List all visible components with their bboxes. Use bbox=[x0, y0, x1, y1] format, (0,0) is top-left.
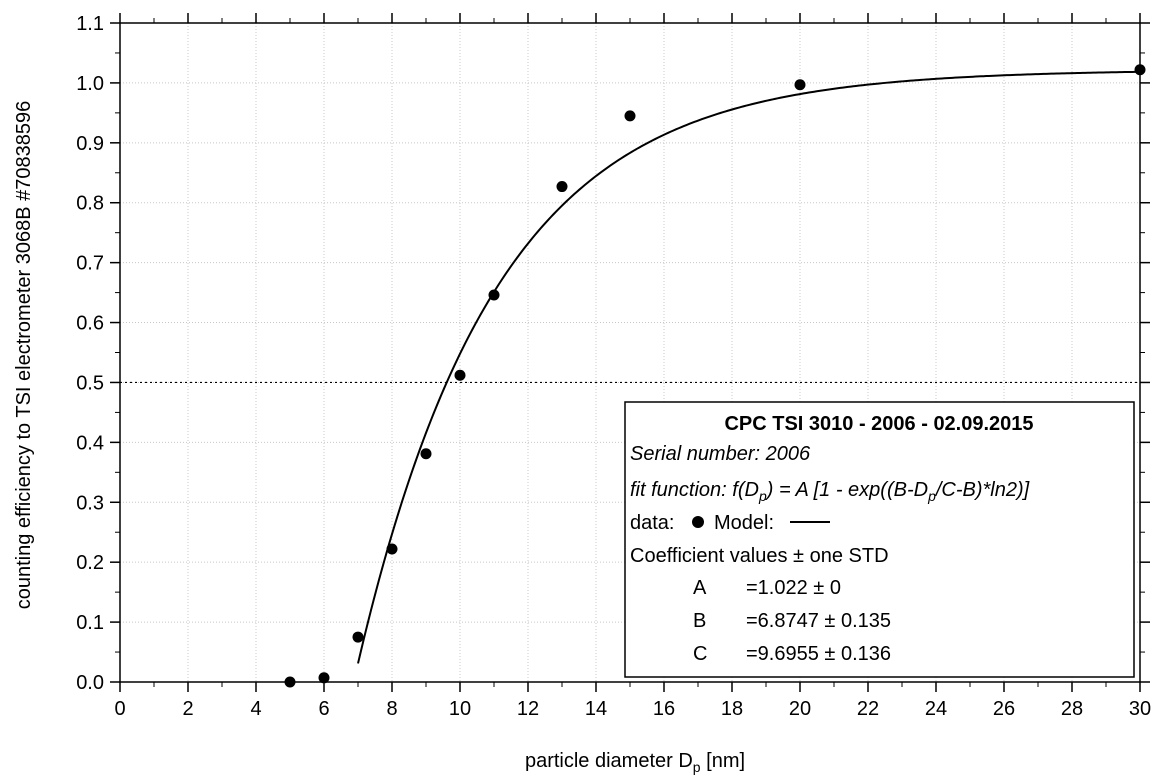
legend-data-marker bbox=[692, 516, 704, 528]
tick-layer bbox=[110, 13, 1150, 692]
legend-fit-function: fit function: f(Dp) = A [1 - exp((B-Dp/C… bbox=[630, 479, 1030, 504]
coef-a-value: =1.022 ± 0 bbox=[746, 577, 841, 599]
x-axis-title-main: particle diameter D bbox=[525, 750, 693, 772]
x-tick-label: 6 bbox=[318, 698, 329, 720]
y-tick-labels: 0.0 0.1 0.2 0.3 0.4 0.5 0.6 0.7 0.8 0.9 1.0 1.1 bbox=[76, 13, 104, 694]
y-tick-label: 0.4 bbox=[76, 432, 104, 454]
y-axis-title: counting efficiency to TSI electrometer … bbox=[13, 101, 35, 610]
x-tick-label: 24 bbox=[925, 698, 947, 720]
legend-frame bbox=[624, 401, 1135, 678]
coef-b-value: =6.8747 ± 0.135 bbox=[746, 610, 891, 632]
data-point bbox=[284, 676, 296, 688]
data-point bbox=[352, 631, 364, 643]
coef-c-value: =9.6955 ± 0.136 bbox=[746, 643, 891, 665]
legend-coef-header: Coefficient values ± one STD bbox=[630, 545, 889, 567]
data-point bbox=[488, 289, 500, 301]
y-tick-label: 1.1 bbox=[76, 13, 104, 35]
legend-data-label: data: bbox=[630, 512, 674, 534]
data-point bbox=[454, 369, 466, 381]
y-tick-label: 1.0 bbox=[76, 73, 104, 95]
y-tick-label: 0.5 bbox=[76, 372, 104, 394]
legend-model-label: Model: bbox=[714, 512, 774, 534]
y-tick-label: 0.7 bbox=[76, 253, 104, 275]
x-tick-label: 16 bbox=[653, 698, 675, 720]
fit-part-b: ) = A [1 - exp((B-D bbox=[765, 479, 928, 501]
data-point bbox=[556, 181, 568, 193]
legend-title: CPC TSI 3010 - 2006 - 02.09.2015 bbox=[724, 413, 1033, 435]
x-tick-label: 10 bbox=[449, 698, 471, 720]
x-tick-label: 26 bbox=[993, 698, 1015, 720]
x-tick-label: 28 bbox=[1061, 698, 1083, 720]
x-tick-label: 30 bbox=[1129, 698, 1151, 720]
y-tick-label: 0.6 bbox=[76, 313, 104, 335]
fit-part-c: /C-B)*ln2)] bbox=[934, 479, 1030, 501]
data-point bbox=[386, 543, 398, 555]
x-tick-label: 0 bbox=[114, 698, 125, 720]
legend-box: CPC TSI 3010 - 2006 - 02.09.2015 Serial … bbox=[624, 401, 1135, 678]
x-axis-title-sub: p bbox=[693, 759, 701, 775]
data-point bbox=[1134, 64, 1146, 76]
coef-c-name: C bbox=[693, 643, 707, 665]
y-tick-label: 0.0 bbox=[76, 672, 104, 694]
legend-serial: Serial number: 2006 bbox=[630, 443, 811, 465]
x-tick-label: 4 bbox=[250, 698, 261, 720]
y-tick-label: 0.9 bbox=[76, 133, 104, 155]
data-point bbox=[624, 110, 636, 122]
x-tick-label: 22 bbox=[857, 698, 879, 720]
fit-sub-2: p bbox=[927, 488, 936, 504]
model-curve bbox=[357, 70, 1141, 664]
coef-a-name: A bbox=[693, 577, 707, 599]
fit-sub-1: p bbox=[758, 488, 767, 504]
data-point bbox=[318, 672, 330, 684]
x-tick-labels: 0 2 4 6 8 10 12 14 16 18 20 22 24 26 28 30 bbox=[114, 698, 1151, 720]
x-tick-label: 18 bbox=[721, 698, 743, 720]
data-point bbox=[420, 448, 432, 460]
x-tick-label: 14 bbox=[585, 698, 607, 720]
fit-part-a: fit function: f(D bbox=[630, 479, 759, 501]
data-points bbox=[284, 64, 1146, 688]
x-axis-title-unit: [nm] bbox=[701, 750, 745, 772]
x-axis-title: particle diameter Dp [nm] bbox=[525, 750, 745, 775]
y-tick-label: 0.3 bbox=[76, 492, 104, 514]
x-tick-label: 8 bbox=[386, 698, 397, 720]
x-tick-label: 2 bbox=[182, 698, 193, 720]
coef-b-name: B bbox=[693, 610, 706, 632]
x-tick-label: 20 bbox=[789, 698, 811, 720]
y-tick-label: 0.8 bbox=[76, 193, 104, 215]
y-tick-label: 0.1 bbox=[76, 612, 104, 634]
data-point bbox=[794, 79, 806, 91]
y-tick-label: 0.2 bbox=[76, 552, 104, 574]
x-tick-label: 12 bbox=[517, 698, 539, 720]
